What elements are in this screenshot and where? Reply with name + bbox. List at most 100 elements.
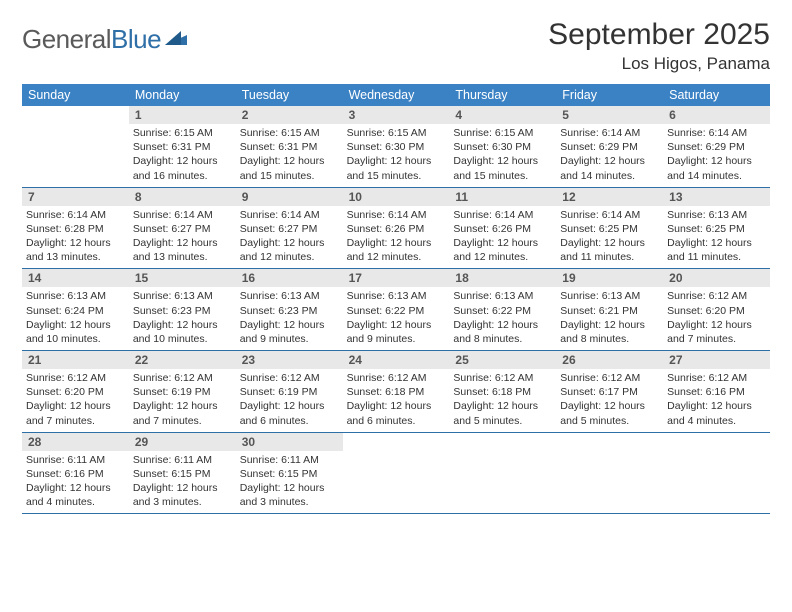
day-number: 7 bbox=[22, 188, 129, 206]
day-body: Sunrise: 6:14 AMSunset: 6:27 PMDaylight:… bbox=[236, 206, 343, 269]
day-number: 9 bbox=[236, 188, 343, 206]
week-row: 7Sunrise: 6:14 AMSunset: 6:28 PMDaylight… bbox=[22, 188, 770, 270]
day-number: 14 bbox=[22, 269, 129, 287]
day-number: 20 bbox=[663, 269, 770, 287]
day-body: Sunrise: 6:14 AMSunset: 6:26 PMDaylight:… bbox=[449, 206, 556, 269]
day-cell: .. bbox=[343, 433, 450, 514]
day-cell: 24Sunrise: 6:12 AMSunset: 6:18 PMDayligh… bbox=[343, 351, 450, 432]
weeks-container: ..1Sunrise: 6:15 AMSunset: 6:31 PMDaylig… bbox=[22, 106, 770, 514]
day-number: 16 bbox=[236, 269, 343, 287]
day-cell: 5Sunrise: 6:14 AMSunset: 6:29 PMDaylight… bbox=[556, 106, 663, 187]
day-body: Sunrise: 6:12 AMSunset: 6:17 PMDaylight:… bbox=[556, 369, 663, 432]
day-body: Sunrise: 6:11 AMSunset: 6:16 PMDaylight:… bbox=[22, 451, 129, 514]
day-cell: 17Sunrise: 6:13 AMSunset: 6:22 PMDayligh… bbox=[343, 269, 450, 350]
calendar: SundayMondayTuesdayWednesdayThursdayFrid… bbox=[22, 84, 770, 514]
header: GeneralBlue September 2025 Los Higos, Pa… bbox=[22, 18, 770, 74]
day-body: Sunrise: 6:15 AMSunset: 6:31 PMDaylight:… bbox=[236, 124, 343, 187]
day-number: 22 bbox=[129, 351, 236, 369]
day-number: 1 bbox=[129, 106, 236, 124]
brand-part1: General bbox=[22, 24, 111, 54]
day-body: Sunrise: 6:13 AMSunset: 6:22 PMDaylight:… bbox=[343, 287, 450, 350]
day-number: 15 bbox=[129, 269, 236, 287]
brand-text: GeneralBlue bbox=[22, 24, 161, 55]
day-cell: 28Sunrise: 6:11 AMSunset: 6:16 PMDayligh… bbox=[22, 433, 129, 514]
weekday-label: Thursday bbox=[449, 84, 556, 106]
day-number: 18 bbox=[449, 269, 556, 287]
day-cell: 27Sunrise: 6:12 AMSunset: 6:16 PMDayligh… bbox=[663, 351, 770, 432]
day-cell: .. bbox=[22, 106, 129, 187]
day-body: Sunrise: 6:14 AMSunset: 6:25 PMDaylight:… bbox=[556, 206, 663, 269]
day-body: Sunrise: 6:15 AMSunset: 6:30 PMDaylight:… bbox=[449, 124, 556, 187]
weekday-row: SundayMondayTuesdayWednesdayThursdayFrid… bbox=[22, 84, 770, 106]
day-cell: 23Sunrise: 6:12 AMSunset: 6:19 PMDayligh… bbox=[236, 351, 343, 432]
day-body: Sunrise: 6:13 AMSunset: 6:23 PMDaylight:… bbox=[236, 287, 343, 350]
weekday-label: Saturday bbox=[663, 84, 770, 106]
day-number: 2 bbox=[236, 106, 343, 124]
day-cell: .. bbox=[663, 433, 770, 514]
week-row: 21Sunrise: 6:12 AMSunset: 6:20 PMDayligh… bbox=[22, 351, 770, 433]
day-cell: 29Sunrise: 6:11 AMSunset: 6:15 PMDayligh… bbox=[129, 433, 236, 514]
day-cell: 26Sunrise: 6:12 AMSunset: 6:17 PMDayligh… bbox=[556, 351, 663, 432]
day-cell: 25Sunrise: 6:12 AMSunset: 6:18 PMDayligh… bbox=[449, 351, 556, 432]
day-body: Sunrise: 6:14 AMSunset: 6:27 PMDaylight:… bbox=[129, 206, 236, 269]
day-number: 5 bbox=[556, 106, 663, 124]
day-cell: 15Sunrise: 6:13 AMSunset: 6:23 PMDayligh… bbox=[129, 269, 236, 350]
week-row: 14Sunrise: 6:13 AMSunset: 6:24 PMDayligh… bbox=[22, 269, 770, 351]
week-row: 28Sunrise: 6:11 AMSunset: 6:16 PMDayligh… bbox=[22, 433, 770, 515]
day-number: 24 bbox=[343, 351, 450, 369]
month-title: September 2025 bbox=[548, 18, 770, 52]
day-number: 19 bbox=[556, 269, 663, 287]
day-cell: 9Sunrise: 6:14 AMSunset: 6:27 PMDaylight… bbox=[236, 188, 343, 269]
day-cell: 20Sunrise: 6:12 AMSunset: 6:20 PMDayligh… bbox=[663, 269, 770, 350]
day-body: Sunrise: 6:13 AMSunset: 6:21 PMDaylight:… bbox=[556, 287, 663, 350]
day-body: Sunrise: 6:11 AMSunset: 6:15 PMDaylight:… bbox=[129, 451, 236, 514]
day-body: Sunrise: 6:12 AMSunset: 6:19 PMDaylight:… bbox=[129, 369, 236, 432]
day-number: 10 bbox=[343, 188, 450, 206]
day-cell: 12Sunrise: 6:14 AMSunset: 6:25 PMDayligh… bbox=[556, 188, 663, 269]
day-cell: 14Sunrise: 6:13 AMSunset: 6:24 PMDayligh… bbox=[22, 269, 129, 350]
day-number: 28 bbox=[22, 433, 129, 451]
day-cell: 16Sunrise: 6:13 AMSunset: 6:23 PMDayligh… bbox=[236, 269, 343, 350]
brand-logo: GeneralBlue bbox=[22, 18, 189, 55]
day-cell: 13Sunrise: 6:13 AMSunset: 6:25 PMDayligh… bbox=[663, 188, 770, 269]
day-cell: 4Sunrise: 6:15 AMSunset: 6:30 PMDaylight… bbox=[449, 106, 556, 187]
day-number: 11 bbox=[449, 188, 556, 206]
day-cell: 18Sunrise: 6:13 AMSunset: 6:22 PMDayligh… bbox=[449, 269, 556, 350]
day-number: 13 bbox=[663, 188, 770, 206]
day-cell: 21Sunrise: 6:12 AMSunset: 6:20 PMDayligh… bbox=[22, 351, 129, 432]
day-body: Sunrise: 6:14 AMSunset: 6:29 PMDaylight:… bbox=[663, 124, 770, 187]
day-cell: .. bbox=[556, 433, 663, 514]
day-number: 8 bbox=[129, 188, 236, 206]
day-number: 29 bbox=[129, 433, 236, 451]
day-cell: 10Sunrise: 6:14 AMSunset: 6:26 PMDayligh… bbox=[343, 188, 450, 269]
day-body: Sunrise: 6:12 AMSunset: 6:18 PMDaylight:… bbox=[343, 369, 450, 432]
location: Los Higos, Panama bbox=[548, 54, 770, 74]
day-number: 21 bbox=[22, 351, 129, 369]
day-number: 12 bbox=[556, 188, 663, 206]
day-body: Sunrise: 6:12 AMSunset: 6:18 PMDaylight:… bbox=[449, 369, 556, 432]
day-number: 25 bbox=[449, 351, 556, 369]
day-cell: 1Sunrise: 6:15 AMSunset: 6:31 PMDaylight… bbox=[129, 106, 236, 187]
day-cell: 30Sunrise: 6:11 AMSunset: 6:15 PMDayligh… bbox=[236, 433, 343, 514]
day-body: Sunrise: 6:12 AMSunset: 6:19 PMDaylight:… bbox=[236, 369, 343, 432]
day-number: 30 bbox=[236, 433, 343, 451]
weekday-label: Wednesday bbox=[343, 84, 450, 106]
day-cell: 3Sunrise: 6:15 AMSunset: 6:30 PMDaylight… bbox=[343, 106, 450, 187]
day-cell: 2Sunrise: 6:15 AMSunset: 6:31 PMDaylight… bbox=[236, 106, 343, 187]
weekday-label: Tuesday bbox=[236, 84, 343, 106]
day-cell: 7Sunrise: 6:14 AMSunset: 6:28 PMDaylight… bbox=[22, 188, 129, 269]
brand-mark-icon bbox=[165, 27, 189, 52]
day-cell: 22Sunrise: 6:12 AMSunset: 6:19 PMDayligh… bbox=[129, 351, 236, 432]
weekday-label: Monday bbox=[129, 84, 236, 106]
day-body: Sunrise: 6:12 AMSunset: 6:16 PMDaylight:… bbox=[663, 369, 770, 432]
brand-part2: Blue bbox=[111, 24, 161, 54]
day-number: 27 bbox=[663, 351, 770, 369]
day-cell: .. bbox=[449, 433, 556, 514]
day-body: Sunrise: 6:14 AMSunset: 6:28 PMDaylight:… bbox=[22, 206, 129, 269]
title-block: September 2025 Los Higos, Panama bbox=[548, 18, 770, 74]
day-body: Sunrise: 6:15 AMSunset: 6:30 PMDaylight:… bbox=[343, 124, 450, 187]
week-row: ..1Sunrise: 6:15 AMSunset: 6:31 PMDaylig… bbox=[22, 106, 770, 188]
day-number: 17 bbox=[343, 269, 450, 287]
day-number: 26 bbox=[556, 351, 663, 369]
day-body: Sunrise: 6:11 AMSunset: 6:15 PMDaylight:… bbox=[236, 451, 343, 514]
